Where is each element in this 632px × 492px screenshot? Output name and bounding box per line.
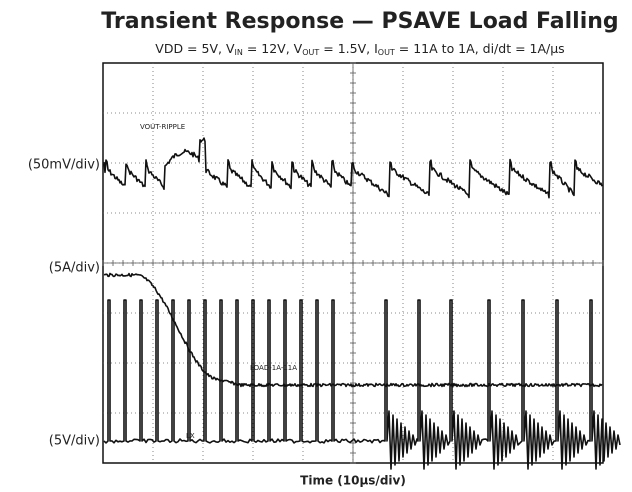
trace-label: LX <box>186 432 195 440</box>
subtitle: VDD = 5V, VIN = 12V, VOUT = 1.5V, IOUT =… <box>155 41 564 57</box>
channel-scale: (5V/div) <box>49 434 100 449</box>
subtitle-part: IN <box>235 48 243 57</box>
traces <box>103 137 621 470</box>
subtitle-part: OUT <box>378 48 395 57</box>
channel-scale: (5A/div) <box>49 261 100 276</box>
subtitle-part: = 12V, V <box>243 41 303 56</box>
current-trace <box>103 272 603 388</box>
vout-trace <box>103 137 603 199</box>
trace-label: LOAD-1A-11A <box>250 364 297 372</box>
subtitle-part: = 1.5V, I <box>319 41 377 56</box>
subtitle-part: = 11A to 1A, di/dt = 1A/µs <box>395 41 565 56</box>
channel-scale: (50mV/div) <box>28 158 100 173</box>
lx-trace <box>103 299 621 470</box>
x-label: Time (10µs/div) <box>300 474 406 488</box>
graticule <box>102 62 604 464</box>
title: Transient Response — PSAVE Load Falling <box>101 9 618 34</box>
subtitle-part: OUT <box>302 48 319 57</box>
trace-label: VOUT-RIPPLE <box>140 123 185 131</box>
subtitle-part: VDD = 5V, V <box>155 41 235 56</box>
